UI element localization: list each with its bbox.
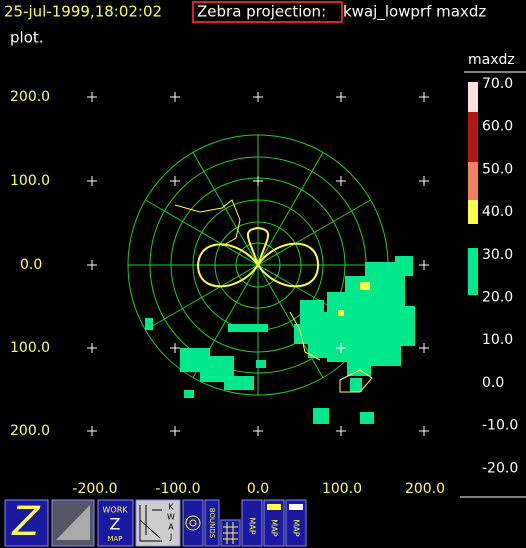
projection-label: Zebra projection: (197, 3, 326, 21)
x-label: 0.0 (247, 481, 269, 497)
map-button[interactable]: MAP (241, 499, 263, 547)
button-label: BOUNDS (208, 508, 216, 539)
button-label: A (168, 523, 174, 532)
map-button[interactable]: MAP (285, 499, 307, 547)
colorbar-label: 30.0 (482, 247, 513, 263)
zebra-button[interactable]: Z (4, 499, 49, 547)
x-label: 100.0 (322, 481, 362, 497)
plot-description: kwaj_lowprf maxdz (343, 3, 486, 22)
workmap-button[interactable]: WORK Z MAP (97, 499, 134, 547)
map-button[interactable]: MAP (263, 499, 285, 547)
colorbar-label: 40.0 (482, 204, 513, 220)
y-label: 100.0 (10, 173, 50, 189)
button-label: K (168, 503, 174, 512)
grid-markers (87, 92, 429, 436)
button-label: WORK (102, 506, 128, 515)
colorbar-label: 10.0 (482, 332, 513, 348)
plot-description-cont: plot. (10, 29, 44, 47)
colorbar-label: 60.0 (482, 119, 513, 135)
colorbar (468, 82, 478, 295)
colorbar-labels: 70.0 60.0 50.0 40.0 30.0 20.0 10.0 0.0 -10.0 -20.… (482, 76, 518, 476)
colorbar-label: 0.0 (482, 375, 504, 391)
timestamp: 25-jul-1999,18:02:02 (4, 3, 162, 21)
button-label: W (167, 513, 175, 522)
x-label: -100.0 (155, 481, 200, 497)
colorbar-title: maxdz (468, 52, 515, 68)
button-label: MAP (107, 535, 122, 543)
grid-button[interactable] (220, 519, 241, 547)
y-label: 200.0 (10, 89, 50, 105)
colorbar-label: -20.0 (482, 460, 518, 476)
map-overlay (174, 199, 373, 393)
bounds-button[interactable]: BOUNDS (204, 499, 220, 547)
button-label: Z (11, 499, 41, 545)
kwaj-button[interactable]: K W A J (135, 499, 181, 547)
toolbar: Z WORK Z MAP K W A J BOUNDS (4, 499, 307, 547)
button-label: MAP (270, 519, 279, 536)
y-label: 200.0 (10, 423, 50, 439)
colorbar-label: 70.0 (482, 76, 513, 92)
colorbar-label: 20.0 (482, 290, 513, 306)
button-label: J (169, 533, 172, 542)
rings-button[interactable] (182, 499, 204, 547)
colorbar-label: -10.0 (482, 418, 518, 434)
radar-echoes (145, 256, 415, 424)
x-label: -200.0 (72, 481, 117, 497)
y-label: 0.0 (20, 257, 42, 273)
button-label: MAP (292, 519, 301, 536)
x-label: 200.0 (405, 481, 445, 497)
y-label: 100.0 (10, 340, 50, 356)
svg-text:Z: Z (110, 515, 121, 534)
colorbar-label: 50.0 (482, 161, 513, 177)
image-button[interactable] (51, 499, 95, 547)
button-label: MAP (248, 517, 257, 534)
highlight-box (192, 1, 343, 23)
